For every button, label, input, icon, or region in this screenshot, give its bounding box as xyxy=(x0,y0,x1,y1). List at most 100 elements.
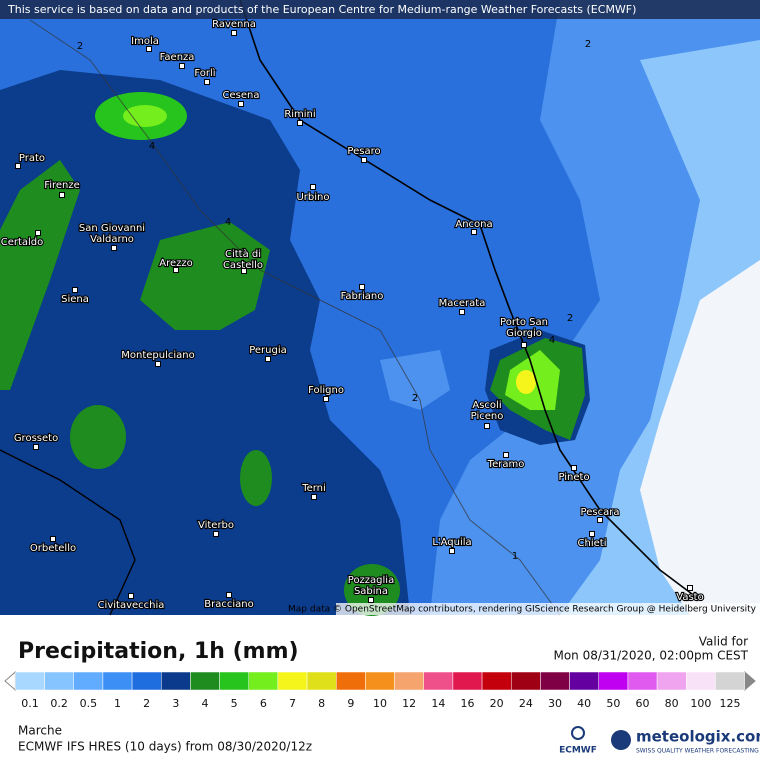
precip-yellow xyxy=(516,370,536,394)
city-dot xyxy=(128,593,134,599)
ecmwf-icon xyxy=(571,726,585,740)
city-dot xyxy=(238,101,244,107)
legend-swatch xyxy=(394,671,425,691)
city-dot xyxy=(571,465,577,471)
legend-label: 5 xyxy=(231,697,238,710)
city-dot xyxy=(265,356,271,362)
legend-swatch xyxy=(627,671,658,691)
legend-swatch xyxy=(161,671,191,691)
border xyxy=(29,19,561,616)
legend: 0.1 0.2 0.5 1 2 3 4 5 6 7 8 9 10 12 14 16 20 24 30 40 50 60 80… xyxy=(4,670,756,710)
precip-bright xyxy=(123,105,167,127)
legend-label: 30 xyxy=(548,697,562,710)
city-dot xyxy=(155,361,161,367)
valid-time: Mon 08/31/2020, 02:00pm CEST xyxy=(553,649,748,663)
title: Precipitation, 1h (mm) xyxy=(18,639,299,664)
city-label: Teramo xyxy=(487,459,525,470)
sea xyxy=(640,260,760,615)
legend-label: 6 xyxy=(260,697,267,710)
city-label: Pescara xyxy=(581,507,620,518)
city-dot xyxy=(323,396,329,402)
city-label: Faenza xyxy=(160,52,195,63)
city-dot xyxy=(368,597,374,603)
city-dot xyxy=(241,268,247,274)
city-label: Terni xyxy=(301,483,326,494)
legend-swatch xyxy=(102,671,133,691)
city-label: Urbino xyxy=(296,192,329,203)
legend-label: 16 xyxy=(461,697,475,710)
contour-labels: 2 4 2 4 2 2 4 1 xyxy=(77,39,591,562)
meteologix-icon xyxy=(611,730,631,750)
legend-swatch xyxy=(277,671,308,691)
legend-swatch xyxy=(481,671,512,691)
city-dot xyxy=(310,184,316,190)
city-label: Pineto xyxy=(558,472,589,483)
precip-green xyxy=(140,222,270,330)
city-label: Ravenna xyxy=(212,19,256,30)
banner: This service is based on data and produc… xyxy=(7,3,636,16)
legend-label: 0.2 xyxy=(50,697,68,710)
contour-label: 2 xyxy=(585,39,591,50)
city-dot xyxy=(146,46,152,52)
logo-tagline: SWISS QUALITY WEATHER FORECASTING xyxy=(636,748,759,755)
legend-label: 0.5 xyxy=(80,697,98,710)
contour-label: 4 xyxy=(549,335,555,346)
legend-swatch xyxy=(715,671,745,691)
attribution: Map data © OpenStreetMap contributors, r… xyxy=(288,605,757,615)
city-dot xyxy=(359,284,365,290)
legend-swatch xyxy=(336,671,366,691)
legend-label: 10 xyxy=(373,697,387,710)
precip-green xyxy=(70,405,126,469)
legend-swatch xyxy=(598,671,629,691)
city-label: Pozzaglia xyxy=(348,575,394,586)
contour-label: 2 xyxy=(412,393,418,404)
legend-label: 20 xyxy=(490,697,504,710)
city-label: San Giovanni xyxy=(79,223,145,234)
legend-swatch xyxy=(452,671,483,691)
contour-label: 4 xyxy=(225,217,231,228)
city-dot xyxy=(72,287,78,293)
legend-swatch xyxy=(131,671,162,691)
legend-label: 8 xyxy=(318,697,325,710)
legend-label: 0.1 xyxy=(21,697,39,710)
city-label: Prato xyxy=(19,153,45,164)
city-label: Vasto xyxy=(676,592,703,603)
legend-swatch xyxy=(656,671,687,691)
city-label: Cesena xyxy=(223,90,260,101)
city-dot xyxy=(449,548,455,554)
attribution-bg xyxy=(336,603,760,615)
precip-green xyxy=(240,450,272,506)
contour-label: 2 xyxy=(77,41,83,52)
city-dot xyxy=(597,517,603,523)
city-dot xyxy=(213,531,219,537)
legend-label: 9 xyxy=(347,697,354,710)
city-label: Arezzo xyxy=(159,258,193,269)
city-label: Valdarno xyxy=(90,234,134,245)
city-label: Rimini xyxy=(284,109,315,120)
legend-label: 40 xyxy=(577,697,591,710)
city-label: Sabina xyxy=(354,586,388,597)
city-label: Bracciano xyxy=(204,599,253,610)
city-label: Firenze xyxy=(44,180,80,191)
legend-label: 7 xyxy=(289,697,296,710)
region: Marche xyxy=(18,724,62,738)
legend-label: 50 xyxy=(606,697,620,710)
legend-label: 12 xyxy=(402,697,416,710)
contour-label: 4 xyxy=(149,141,155,152)
city-label: Grosseto xyxy=(14,433,58,444)
legend-label: 100 xyxy=(690,697,711,710)
city-dot xyxy=(179,63,185,69)
city-dot xyxy=(59,192,65,198)
legend-swatch xyxy=(365,671,395,691)
legend-label: 14 xyxy=(431,697,445,710)
city-label: Imola xyxy=(131,36,159,47)
legend-swatch xyxy=(686,671,716,691)
city-dot xyxy=(15,163,21,169)
legend-swatch xyxy=(15,671,45,691)
city-dot xyxy=(521,342,527,348)
city-dot xyxy=(471,229,477,235)
city-dot xyxy=(33,444,39,450)
legend-swatch xyxy=(248,671,279,691)
city-dot xyxy=(111,245,117,251)
